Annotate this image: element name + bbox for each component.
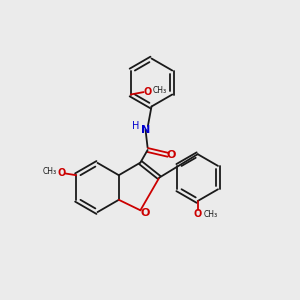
Text: O: O — [58, 168, 66, 178]
Text: O: O — [194, 208, 202, 219]
Text: N: N — [141, 124, 150, 135]
Text: O: O — [140, 208, 150, 218]
Text: CH₃: CH₃ — [42, 167, 56, 176]
Text: CH₃: CH₃ — [153, 86, 167, 95]
Text: O: O — [143, 86, 151, 97]
Text: H: H — [132, 121, 140, 131]
Text: CH₃: CH₃ — [203, 210, 218, 219]
Text: O: O — [167, 150, 176, 161]
